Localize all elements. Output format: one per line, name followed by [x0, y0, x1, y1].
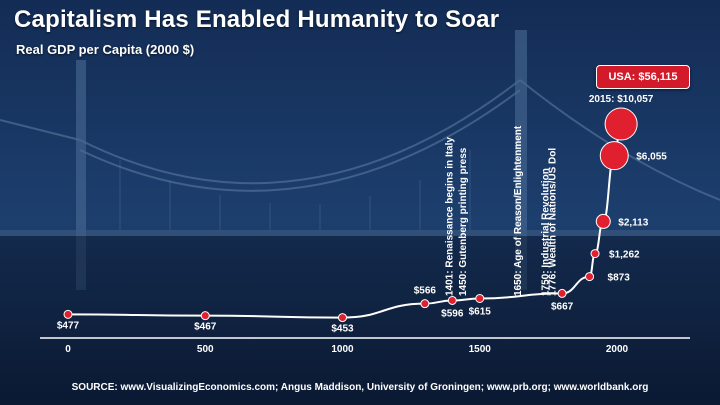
data-label-9: $2,113 [618, 217, 648, 228]
data-label-2: $453 [331, 324, 354, 335]
event-annotation-4: 1776: Wealth of Nations/US Dol [548, 148, 559, 296]
event-annotation-2: 1650: Age of Reason/Enlightenment [513, 125, 524, 296]
page-title: Capitalism Has Enabled Humanity to Soar [14, 6, 500, 33]
x-tick-label-4: 2000 [606, 344, 629, 355]
data-point-9 [595, 213, 611, 229]
event-annotation-3: 1750: Industrial Revolution [540, 168, 551, 296]
data-label-1: $467 [194, 322, 217, 333]
data-point-0 [63, 309, 73, 319]
chart-subtitle: Real GDP per Capita (2000 $) [16, 42, 195, 57]
data-point-11 [604, 107, 638, 141]
usa-callout-badge: USA: $56,115 [596, 65, 690, 89]
event-annotation-0: 1401: Renaissance begins in Italy [445, 137, 456, 296]
data-point-4 [447, 295, 457, 305]
data-point-3 [420, 299, 430, 309]
data-label-8: $1,262 [609, 250, 640, 261]
data-label-5: $615 [469, 306, 492, 317]
event-annotation-1: 1450: Gutenberg printing press [458, 147, 469, 296]
data-label-11: 2015: $10,057 [589, 94, 654, 105]
x-tick-label-0: 0 [65, 344, 71, 355]
data-label-3: $566 [414, 286, 437, 297]
data-point-2 [338, 313, 347, 323]
gdp-series-line [67, 123, 623, 319]
source-note: SOURCE: www.VisualizingEconomics.com; An… [71, 382, 649, 393]
data-label-7: $873 [608, 273, 631, 284]
data-point-1 [200, 311, 210, 321]
data-point-8 [590, 249, 600, 259]
x-tick-label-3: 1500 [469, 344, 492, 355]
x-tick-label-1: 500 [197, 344, 214, 355]
x-tick-label-2: 1000 [331, 344, 354, 355]
data-label-0: $477 [57, 320, 80, 331]
data-label-6: $667 [551, 301, 574, 312]
data-point-6 [557, 288, 567, 298]
data-point-5 [475, 293, 485, 303]
data-label-4: $596 [441, 308, 464, 319]
data-point-7 [585, 272, 595, 282]
data-point-10 [599, 141, 629, 171]
data-label-10: $6,055 [636, 152, 667, 163]
